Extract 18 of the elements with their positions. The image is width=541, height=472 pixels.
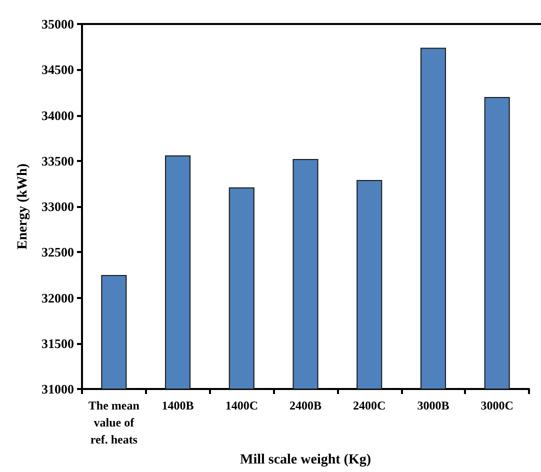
y-tick-label: 31500 [42, 336, 74, 351]
x-tick-label: 3000C [480, 398, 514, 412]
y-tick-label: 33000 [42, 199, 74, 214]
y-tick-label: 35000 [42, 16, 74, 32]
x-tick-label: 2400B [289, 398, 322, 412]
y-tick-label: 34500 [42, 62, 74, 78]
x-axis-title: Mill scale weight (Kg) [240, 452, 372, 468]
x-tick-label: 2400C [353, 398, 386, 412]
x-tick-label: 1400C [225, 398, 258, 412]
x-tick-label: 3000B [417, 398, 450, 412]
x-tick-label: The mean value of ref. heats [88, 398, 140, 446]
y-axis-title: Energy (kWh) [16, 163, 30, 250]
y-tick-label: 33500 [42, 153, 74, 168]
y-tick-label: 34000 [42, 108, 74, 123]
x-tick-label: 1400B [162, 398, 194, 412]
y-tick-label: 31000 [42, 382, 74, 396]
y-tick-label: 32500 [42, 244, 74, 260]
y-tick-label: 32000 [42, 290, 74, 306]
